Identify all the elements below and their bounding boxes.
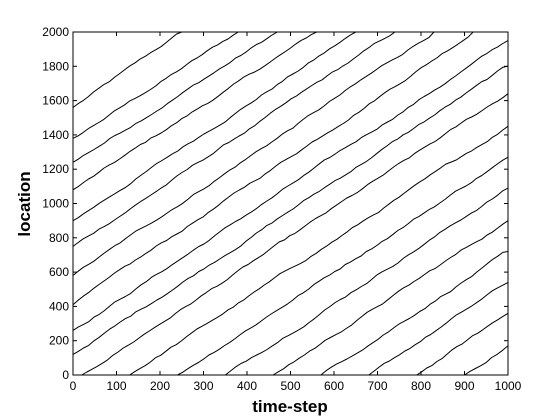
trajectory-line-14 bbox=[224, 187, 509, 376]
x-tick-label: 400 bbox=[237, 379, 257, 393]
trajectory-line-19 bbox=[464, 345, 509, 376]
y-tick-label: 1000 bbox=[42, 197, 69, 211]
y-tick-label: 1400 bbox=[42, 128, 69, 142]
x-tick-label: 0 bbox=[70, 379, 77, 393]
y-axis-label: location bbox=[15, 171, 34, 236]
x-tick-label: 900 bbox=[454, 379, 474, 393]
x-tick-label: 800 bbox=[411, 379, 431, 393]
trajectory-line-13 bbox=[177, 156, 509, 376]
x-tick-label: 100 bbox=[106, 379, 126, 393]
x-tick-label: 700 bbox=[367, 379, 387, 393]
x-tick-label: 600 bbox=[324, 379, 344, 393]
trajectory-line-5 bbox=[72, 31, 357, 222]
trajectory-line-15 bbox=[272, 220, 509, 376]
trajectory-line-1 bbox=[72, 31, 182, 108]
x-tick-label: 200 bbox=[150, 379, 170, 393]
trajectory-line-7 bbox=[72, 31, 435, 276]
y-axis: 0 200 400 600 800 1000 1200 1400 1600 1800 2000 bbox=[42, 25, 508, 382]
y-tick-label: 400 bbox=[49, 299, 69, 313]
x-axis-label: time-step bbox=[252, 397, 328, 416]
trajectory-line-6 bbox=[72, 31, 396, 247]
y-tick-label: 600 bbox=[49, 265, 69, 279]
y-tick-label: 1600 bbox=[42, 94, 69, 108]
trajectory-line-3 bbox=[72, 31, 278, 163]
y-tick-label: 800 bbox=[49, 231, 69, 245]
y-tick-label: 200 bbox=[49, 334, 69, 348]
x-tick-label: 1000 bbox=[495, 379, 522, 393]
y-tick-label: 1800 bbox=[42, 59, 69, 73]
trajectory-line-4 bbox=[72, 31, 317, 191]
x-tick-label: 500 bbox=[280, 379, 300, 393]
trajectory-line-16 bbox=[320, 251, 509, 376]
y-tick-label: 1200 bbox=[42, 162, 69, 176]
x-tick-label: 300 bbox=[193, 379, 213, 393]
x-axis: 0 100 200 300 400 500 600 700 800 900 1000 bbox=[70, 32, 522, 393]
trajectory-line-17 bbox=[368, 281, 509, 376]
trajectory-line-8 bbox=[72, 31, 474, 306]
trajectory-line-2 bbox=[72, 31, 239, 139]
trajectory-line-12 bbox=[129, 125, 509, 376]
trajectory-line-18 bbox=[416, 312, 509, 376]
trajectory-line-11 bbox=[81, 93, 509, 376]
trajectory-line-10 bbox=[72, 65, 509, 355]
trajectory-lines bbox=[72, 31, 509, 376]
trajectory-line-9 bbox=[72, 40, 509, 331]
y-tick-label: 2000 bbox=[42, 25, 69, 39]
y-tick-label: 0 bbox=[62, 368, 69, 382]
